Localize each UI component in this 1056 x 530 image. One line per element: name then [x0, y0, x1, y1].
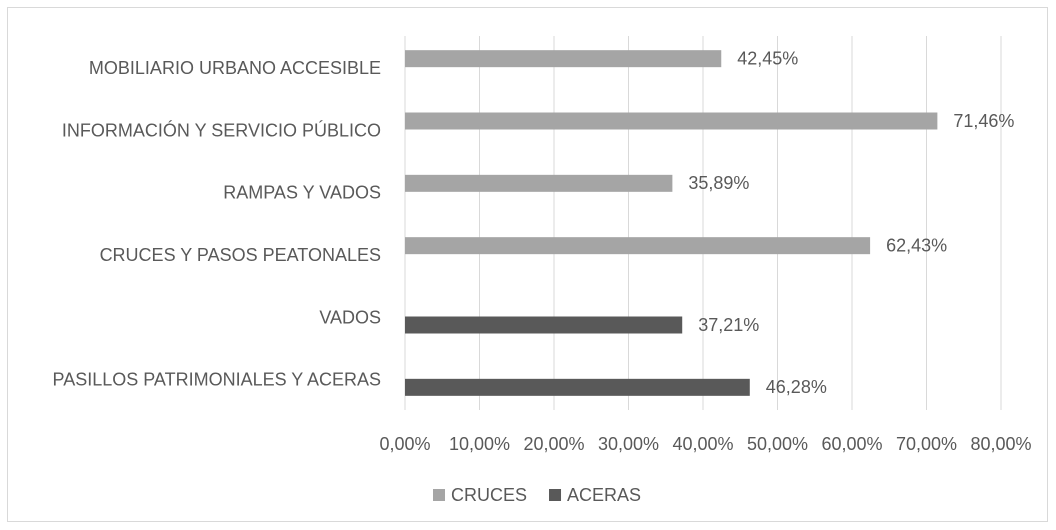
chart-border [7, 7, 1048, 522]
legend-swatch [433, 489, 445, 501]
bar [405, 112, 938, 130]
x-tick-label: 10,00% [449, 434, 510, 454]
y-tick-label: PASILLOS PATRIMONIALES Y ACERAS [53, 370, 381, 390]
data-label: 62,43% [886, 235, 947, 255]
x-tick-label: 80,00% [970, 434, 1031, 454]
y-tick-label: VADOS [319, 307, 381, 327]
x-tick-label: 70,00% [896, 434, 957, 454]
bar [405, 378, 750, 396]
y-tick-label: RAMPAS Y VADOS [223, 183, 381, 203]
legend-label: ACERAS [567, 485, 641, 505]
data-label: 46,28% [766, 377, 827, 397]
x-tick-label: 60,00% [821, 434, 882, 454]
x-tick-label: 50,00% [747, 434, 808, 454]
y-tick-label: INFORMACIÓN Y SERVICIO PÚBLICO [62, 119, 381, 140]
y-tick-label: CRUCES Y PASOS PEATONALES [100, 245, 381, 265]
data-label: 35,89% [688, 173, 749, 193]
x-tick-label: 20,00% [523, 434, 584, 454]
data-label: 37,21% [698, 315, 759, 335]
y-tick-label: MOBILIARIO URBANO ACCESIBLE [89, 58, 381, 78]
bar [405, 237, 871, 255]
x-tick-label: 30,00% [598, 434, 659, 454]
x-tick-label: 40,00% [672, 434, 733, 454]
legend-label: CRUCES [451, 485, 527, 505]
bar [405, 316, 683, 334]
data-label: 42,45% [737, 48, 798, 68]
x-tick-label: 0,00% [379, 434, 430, 454]
data-label: 71,46% [953, 111, 1014, 131]
bar [405, 50, 722, 68]
bar [405, 174, 673, 192]
legend-swatch [549, 489, 562, 501]
